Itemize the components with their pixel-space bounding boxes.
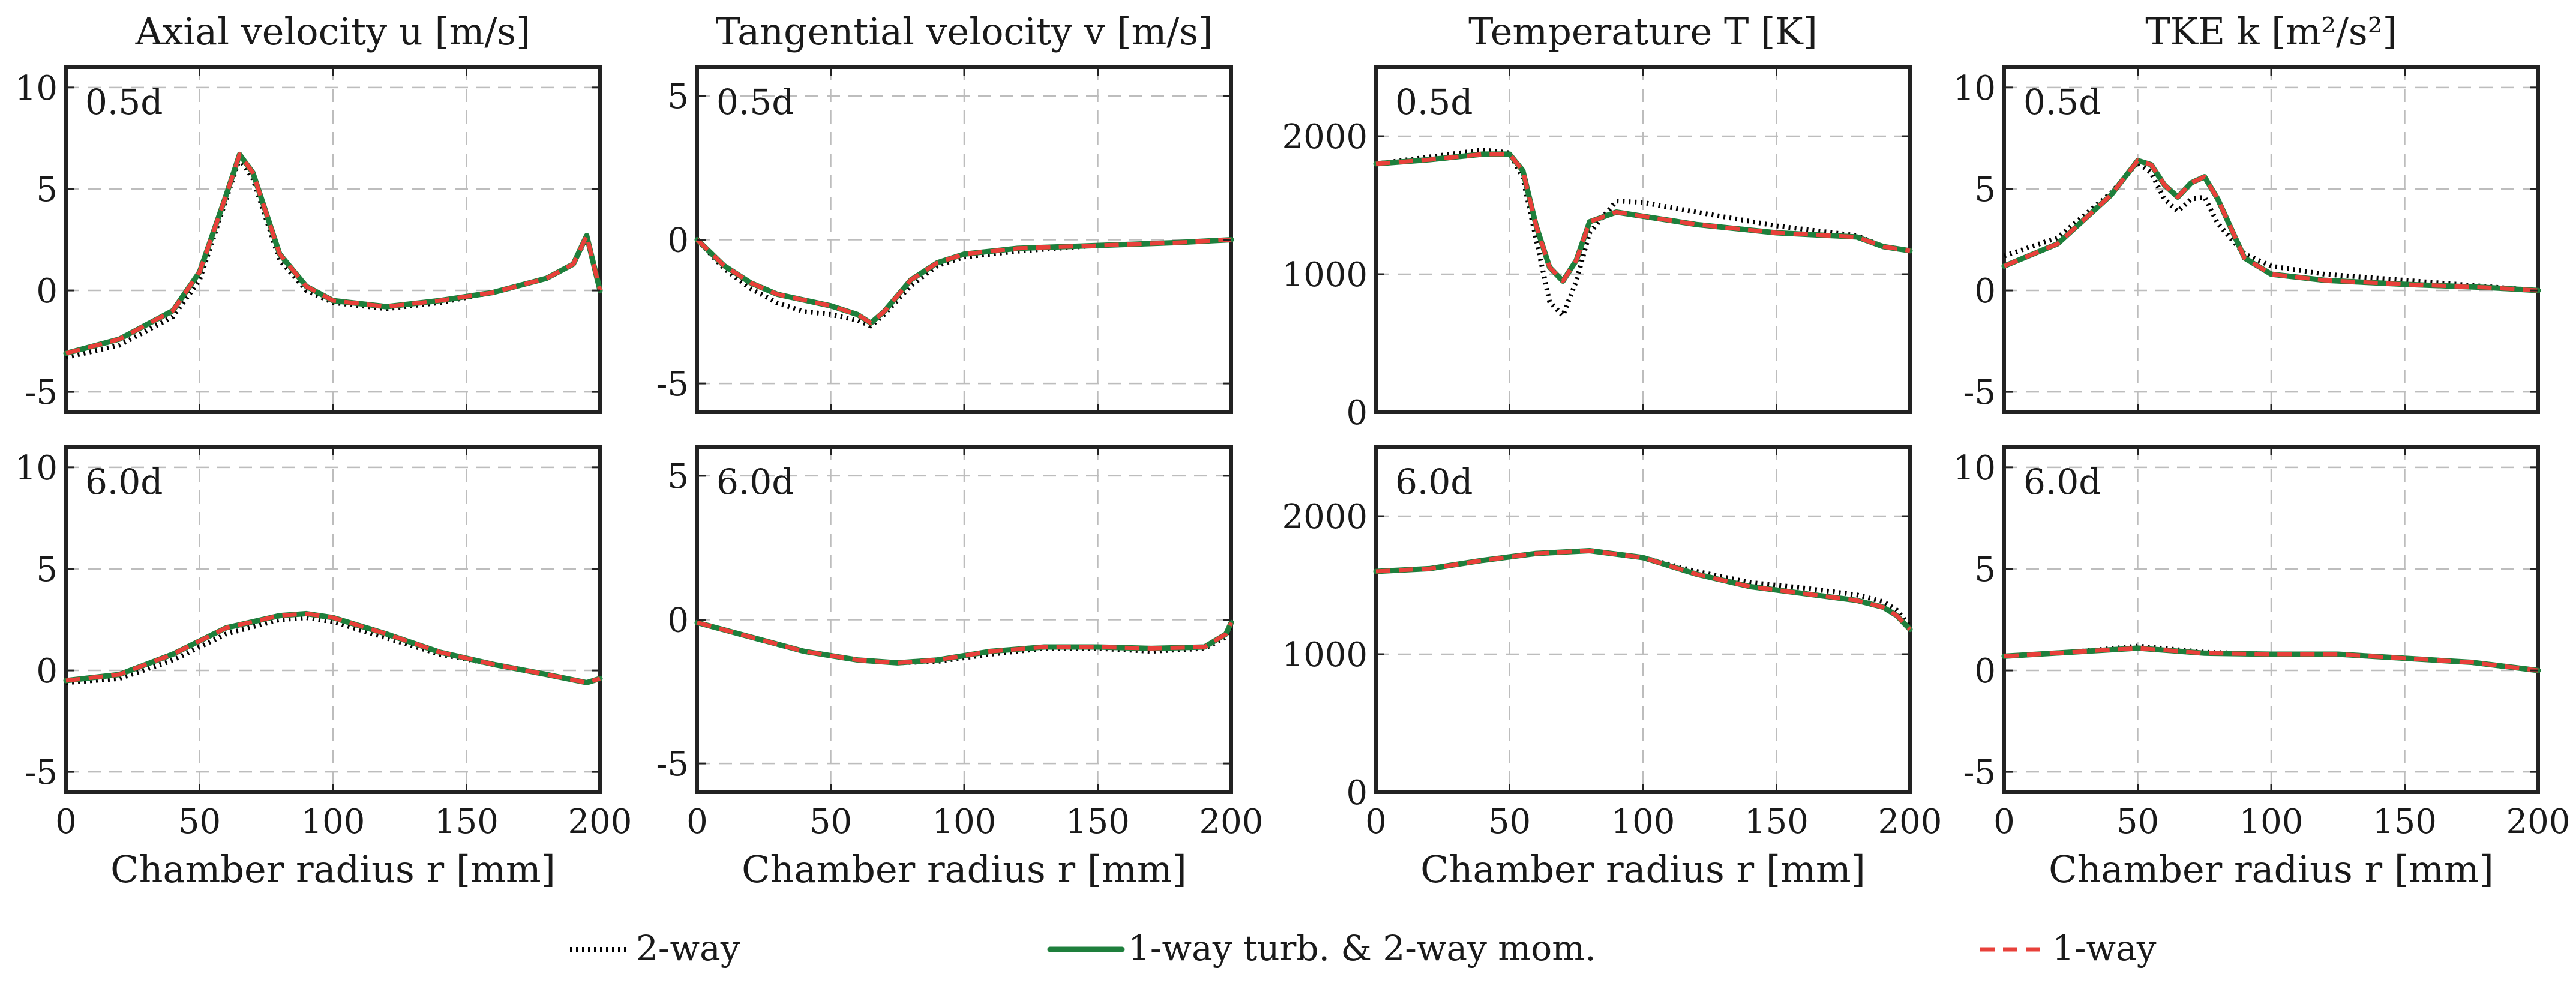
y-tick-label: 0 xyxy=(1974,272,1996,311)
panel-position-label: 6.0d xyxy=(85,461,163,502)
panel-7: 0 1000 2000 0 50 100 150 200 6.0d Chamber radius … xyxy=(1282,445,1942,891)
panel-position-label: 0.5d xyxy=(2023,82,2101,122)
y-tick-label: 0 xyxy=(1346,394,1368,433)
series-line-dashed xyxy=(65,152,602,356)
x-tick-label: 200 xyxy=(1199,802,1264,841)
panel-position-label: 6.0d xyxy=(2023,461,2101,502)
x-tick-label: 50 xyxy=(178,802,221,841)
panel-3: 0 1000 2000 0.5d Temperature T [K] xyxy=(1282,10,1913,433)
x-tick-label: 50 xyxy=(1488,802,1531,841)
panel-position-label: 0.5d xyxy=(1395,82,1473,122)
x-tick-label: 0 xyxy=(686,802,708,841)
y-tick-label: -5 xyxy=(656,365,689,404)
series-line-dotted xyxy=(2003,160,2539,293)
series-line-dashed xyxy=(65,611,601,685)
y-tick-label: 10 xyxy=(1953,449,1996,488)
x-tick-label: 200 xyxy=(568,802,632,841)
x-tick-label: 0 xyxy=(55,802,77,841)
panel-4: -5 0 5 10 0.5d TKE k [m²/s²] xyxy=(1953,10,2541,414)
series-line-dashed xyxy=(1375,152,1911,283)
x-tick-label: 150 xyxy=(1744,802,1809,841)
y-tick-label: 2000 xyxy=(1282,118,1368,157)
y-tick-label: -5 xyxy=(1963,753,1996,792)
y-tick-label: 2000 xyxy=(1282,498,1368,537)
y-tick-label: 1000 xyxy=(1282,636,1368,675)
y-tick-label: 0 xyxy=(667,601,689,640)
panel-position-label: 0.5d xyxy=(85,82,163,122)
x-tick-label: 150 xyxy=(2373,802,2437,841)
y-tick-label: 10 xyxy=(15,449,58,488)
y-tick-label: 5 xyxy=(1974,170,1996,209)
x-tick-label: 150 xyxy=(1066,802,1130,841)
y-tick-label: 0 xyxy=(667,221,689,260)
y-tick-label: 0 xyxy=(36,272,58,311)
y-tick-label: 1000 xyxy=(1282,256,1368,295)
chart-title: TKE k [m²/s²] xyxy=(2145,10,2397,53)
y-tick-label: -5 xyxy=(656,745,689,784)
legend-label: 1-way xyxy=(2052,928,2157,969)
legend-item: 2-way xyxy=(570,928,740,969)
x-tick-label: 200 xyxy=(1878,802,1942,841)
series-line-dashed xyxy=(697,620,1234,665)
x-tick-label: 200 xyxy=(2506,802,2571,841)
y-tick-label: 10 xyxy=(15,69,58,108)
y-tick-label: 5 xyxy=(667,457,689,496)
x-tick-label: 100 xyxy=(932,802,997,841)
y-tick-label: 10 xyxy=(1953,69,1996,108)
y-tick-label: 5 xyxy=(667,77,689,116)
panel-position-label: 0.5d xyxy=(716,82,794,122)
series-line-dashed xyxy=(695,238,1232,325)
legend-label: 2-way xyxy=(636,928,740,969)
x-axis-label: Chamber radius r [mm] xyxy=(2049,847,2494,891)
legend-item: 1-way turb. & 2-way mom. xyxy=(1047,928,1596,969)
y-tick-label: 5 xyxy=(36,550,58,589)
x-axis-label: Chamber radius r [mm] xyxy=(110,847,556,891)
x-tick-label: 50 xyxy=(2116,802,2159,841)
x-axis-label: Chamber radius r [mm] xyxy=(742,847,1187,891)
y-tick-label: -5 xyxy=(25,373,58,412)
panel-2: -5 0 5 0.5d Tangential velocity v [m/s] xyxy=(656,10,1234,414)
panel-position-label: 6.0d xyxy=(1395,461,1473,502)
x-tick-label: 150 xyxy=(434,802,499,841)
series-line-dashed xyxy=(2004,646,2539,673)
x-axis-label: Chamber radius r [mm] xyxy=(1420,847,1866,891)
x-tick-label: 0 xyxy=(1365,802,1387,841)
x-tick-label: 100 xyxy=(1611,802,1675,841)
series-line-dashed xyxy=(1375,549,1912,631)
y-tick-label: -5 xyxy=(1963,373,1996,412)
x-tick-label: 100 xyxy=(301,802,365,841)
legend: 2-way 1-way turb. & 2-way mom. 1-way xyxy=(570,928,2157,969)
x-tick-label: 100 xyxy=(2239,802,2304,841)
x-tick-label: 0 xyxy=(1993,802,2015,841)
y-tick-label: 5 xyxy=(1974,550,1996,589)
legend-item: 1-way xyxy=(1980,928,2157,969)
y-tick-label: 0 xyxy=(36,652,58,691)
y-tick-label: 0 xyxy=(1974,652,1996,691)
panel-1: -5 0 5 10 0.5d Axial velocity u [m/s] xyxy=(15,10,603,414)
legend-label: 1-way turb. & 2-way mom. xyxy=(1128,928,1596,969)
series-line-dashed xyxy=(2003,158,2539,293)
panel-position-label: 6.0d xyxy=(716,461,794,502)
x-tick-label: 50 xyxy=(809,802,852,841)
chart-title: Temperature T [K] xyxy=(1468,10,1818,53)
chart-title: Tangential velocity v [m/s] xyxy=(716,10,1213,53)
y-tick-label: 0 xyxy=(1346,774,1368,813)
y-tick-label: 5 xyxy=(36,170,58,209)
chart-title: Axial velocity u [m/s] xyxy=(135,10,531,53)
y-tick-label: -5 xyxy=(25,753,58,792)
